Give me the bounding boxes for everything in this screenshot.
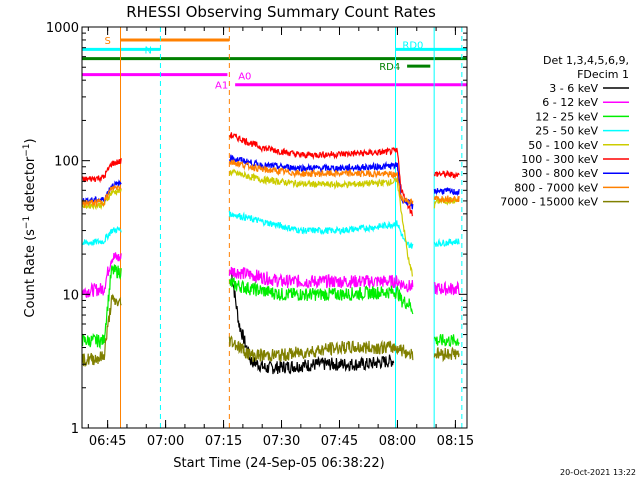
y-tick-label: 1000 <box>46 21 79 36</box>
y-axis-label-mid: detector <box>23 156 38 216</box>
series-line-1 <box>81 252 460 298</box>
flag-label-A1: A1 <box>215 81 228 92</box>
flag-label-S: S <box>104 36 110 47</box>
x-tick-label: 06:45 <box>89 434 126 449</box>
legend-header-line-1: Det 1,3,4,5,6,9, <box>543 54 629 67</box>
x-axis-label: Start Time (24-Sep-05 06:38:22) <box>173 456 384 471</box>
y-axis-label: Count Rate (s−1 detector−1) <box>22 138 38 317</box>
x-tick-label: 07:30 <box>263 434 300 449</box>
series-line-3 <box>82 210 460 249</box>
y-axis-ticks: 1 10 100 1000 <box>46 21 467 437</box>
legend-label-8: 7000 - 15000 keV <box>500 196 598 209</box>
y-tick-label: 1 <box>71 422 79 437</box>
legend-header-line-2: FDecim 1 <box>577 68 629 81</box>
series-line-2 <box>81 264 460 350</box>
legend-label-3: 25 - 50 keV <box>535 125 598 138</box>
series-line-8 <box>81 293 460 367</box>
instrument-state-lines <box>120 27 463 428</box>
legend-label-2: 12 - 25 keV <box>535 110 598 123</box>
legend-label-0: 3 - 6 keV <box>549 82 598 95</box>
legend-label-1: 6 - 12 keV <box>542 96 598 109</box>
x-tick-label: 08:00 <box>379 434 416 449</box>
data-series <box>81 132 460 375</box>
y-tick-label: 100 <box>54 155 79 170</box>
x-tick-label: 07:00 <box>147 434 184 449</box>
x-tick-label: 08:15 <box>437 434 474 449</box>
flag-label-A0: A0 <box>238 72 251 83</box>
y-axis-label-end: ) <box>23 138 38 143</box>
y-axis-label-exp1: −1 <box>22 216 32 229</box>
legend-label-7: 800 - 7000 keV <box>514 181 598 194</box>
flag-label-N: N <box>144 45 151 56</box>
legend-label-5: 100 - 300 keV <box>521 153 598 166</box>
series-line-7 <box>81 159 460 209</box>
plot-frame <box>81 26 468 429</box>
legend-label-6: 300 - 800 keV <box>521 167 598 180</box>
x-axis-ticks: 06:45 07:00 07:15 07:30 07:45 08:00 08:15 <box>87 27 474 449</box>
x-tick-label: 07:45 <box>321 434 358 449</box>
flag-label-RD4: RD4 <box>379 62 400 73</box>
series-line-5 <box>82 132 460 217</box>
render-timestamp: 20-Oct-2021 13:22 <box>560 468 636 477</box>
legend-label-4: 50 - 100 keV <box>528 139 598 152</box>
flag-label-RD0: RD0 <box>402 40 423 51</box>
y-axis-label-main: Count Rate (s <box>23 229 38 318</box>
y-tick-label: 10 <box>62 288 79 303</box>
chart-title: RHESSI Observing Summary Count Rates <box>126 3 436 21</box>
series-line-0 <box>230 270 395 375</box>
x-tick-label: 07:15 <box>205 434 242 449</box>
y-axis-label-exp2: −1 <box>22 143 32 156</box>
